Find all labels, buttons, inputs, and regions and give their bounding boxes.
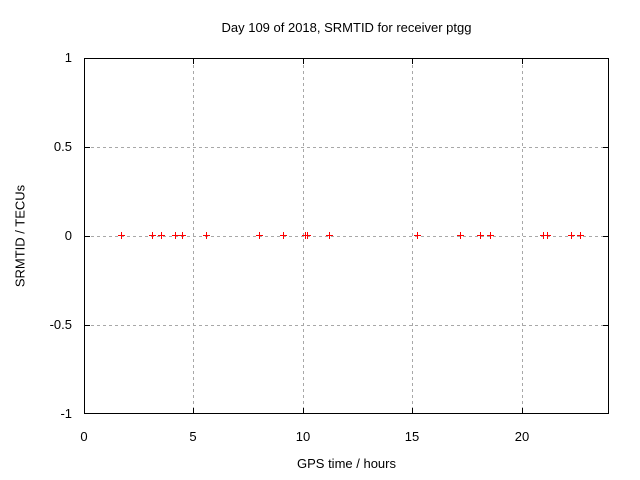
- x-tick-label: 5: [189, 429, 197, 444]
- x-tick-top: [303, 59, 304, 64]
- x-tick-bottom: [193, 408, 194, 413]
- y-tick-left: [85, 325, 90, 326]
- data-point-marker: [568, 232, 575, 239]
- x-axis-label: GPS time / hours: [297, 456, 396, 471]
- data-point-marker: [457, 232, 464, 239]
- x-tick-bottom: [412, 408, 413, 413]
- data-point-marker: [256, 232, 263, 239]
- data-point-marker: [179, 232, 186, 239]
- x-tick-bottom: [522, 408, 523, 413]
- x-tick-bottom: [303, 408, 304, 413]
- y-tick-right: [603, 236, 608, 237]
- data-point-marker: [280, 232, 287, 239]
- y-tick-right: [603, 147, 608, 148]
- data-point-marker: [149, 232, 156, 239]
- y-tick-label: 1: [64, 50, 72, 65]
- x-tick-top: [522, 59, 523, 64]
- y-tick-right: [603, 325, 608, 326]
- x-tick-label: 15: [404, 429, 420, 444]
- data-point-marker: [544, 232, 551, 239]
- y-tick-label: -0.5: [49, 317, 72, 332]
- x-tick-top: [412, 59, 413, 64]
- horizontal-gridline: [85, 147, 608, 148]
- data-point-marker: [414, 232, 421, 239]
- data-point-marker: [577, 232, 584, 239]
- y-tick-label: 0.5: [53, 139, 72, 154]
- y-tick-left: [85, 147, 90, 148]
- x-tick-label: 20: [514, 429, 530, 444]
- data-point-marker: [304, 232, 311, 239]
- x-tick-label: 10: [295, 429, 311, 444]
- data-point-marker: [487, 232, 494, 239]
- y-tick-label: -1: [60, 406, 72, 421]
- chart-title: Day 109 of 2018, SRMTID for receiver ptg…: [221, 20, 472, 35]
- plot-area: [84, 58, 609, 414]
- data-point-marker: [118, 232, 125, 239]
- data-point-marker: [326, 232, 333, 239]
- data-point-marker: [172, 232, 179, 239]
- data-point-marker: [540, 232, 547, 239]
- y-tick-label: 0: [64, 228, 72, 243]
- x-tick-top: [193, 59, 194, 64]
- x-tick-label: 0: [80, 429, 88, 444]
- horizontal-gridline: [85, 325, 608, 326]
- data-point-marker: [203, 232, 210, 239]
- data-point-marker: [158, 232, 165, 239]
- horizontal-gridline: [85, 236, 608, 237]
- y-tick-left: [85, 236, 90, 237]
- data-point-marker: [477, 232, 484, 239]
